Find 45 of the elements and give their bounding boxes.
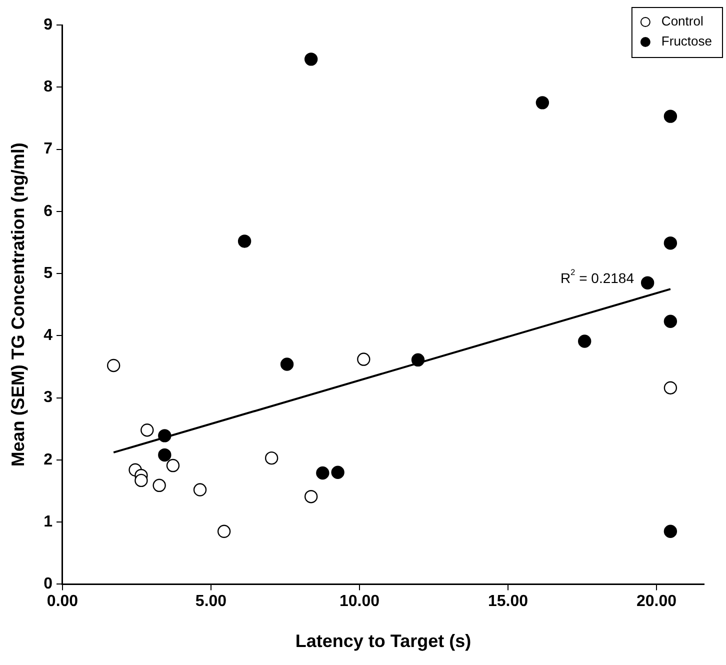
y-tick-label: 6	[44, 202, 53, 220]
point	[331, 466, 344, 479]
point	[304, 52, 318, 66]
y-tick-label: 7	[44, 140, 53, 158]
x-tick-label: 20.00	[636, 593, 677, 610]
point	[640, 276, 654, 290]
point	[140, 424, 154, 437]
point	[238, 234, 252, 248]
point	[664, 524, 678, 538]
point	[664, 314, 678, 328]
y-tick-label: 3	[44, 389, 53, 406]
y-tick-label: 9	[44, 16, 53, 34]
point	[316, 466, 330, 480]
y-tick-label: 1	[44, 513, 53, 530]
point	[357, 352, 370, 366]
legend-label: Fructose	[661, 34, 712, 49]
point	[304, 490, 318, 504]
point	[578, 334, 592, 348]
y-tick-label: 8	[44, 78, 53, 96]
point	[166, 458, 180, 472]
x-axis-title: Latency to Target (s)	[295, 631, 472, 652]
point	[158, 448, 172, 462]
point	[280, 358, 294, 371]
point	[664, 236, 678, 250]
x-tick-label: 5.00	[195, 593, 227, 610]
point	[411, 353, 425, 366]
point	[134, 474, 148, 488]
point	[664, 110, 678, 123]
x-tick-label: 0.00	[46, 593, 78, 610]
y-tick-label: 0	[44, 576, 53, 593]
y-axis-title: Mean (SEM) TG Concentration (ng/ml)	[8, 142, 28, 467]
legend-label: Control	[661, 14, 704, 29]
point	[264, 451, 278, 465]
point	[106, 358, 120, 372]
point	[152, 478, 166, 492]
point	[193, 483, 207, 496]
x-tick-label: 10.00	[339, 593, 380, 610]
point	[217, 524, 231, 538]
y-tick-label: 2	[44, 451, 53, 468]
x-tick-label: 15.00	[488, 593, 528, 610]
y-tick-label: 5	[44, 264, 53, 282]
y-tick-label: 4	[44, 327, 53, 344]
point	[664, 381, 678, 394]
point	[536, 96, 550, 110]
point	[158, 429, 172, 442]
